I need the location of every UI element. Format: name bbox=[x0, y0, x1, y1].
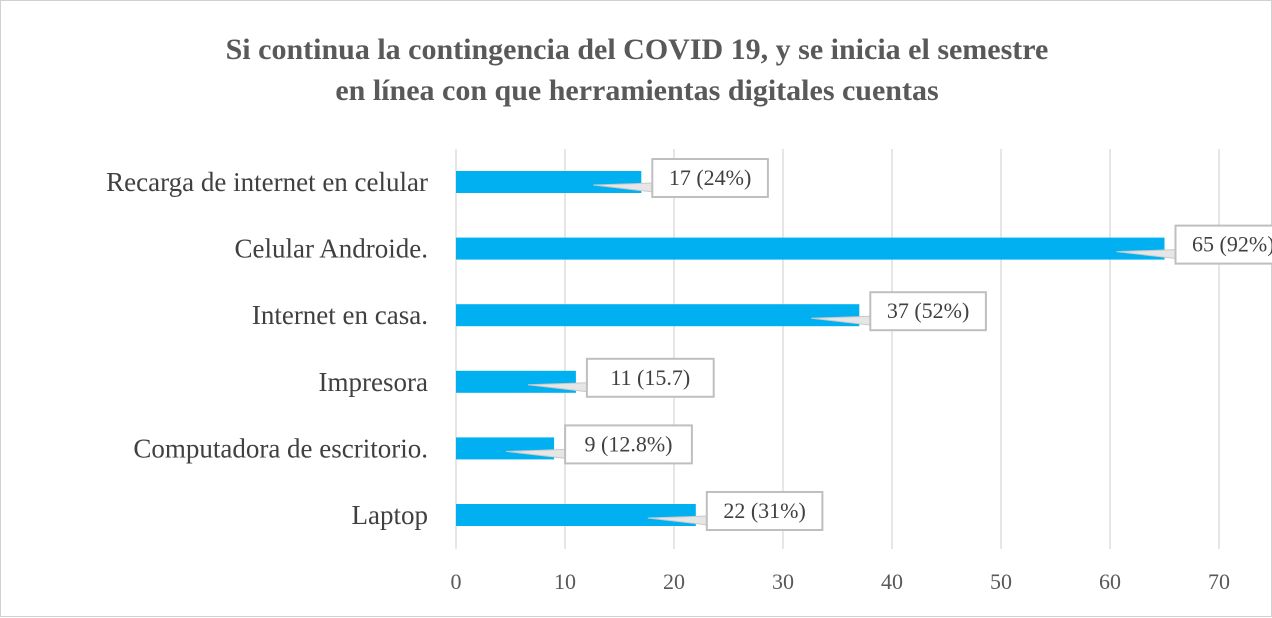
bar bbox=[456, 171, 641, 193]
bar bbox=[456, 371, 576, 393]
bars bbox=[456, 171, 1165, 526]
category-label: Recarga de internet en celular bbox=[106, 167, 428, 197]
x-tick-label: 30 bbox=[772, 569, 794, 594]
data-label-text: 37 (52%) bbox=[887, 298, 969, 323]
category-label: Laptop bbox=[352, 500, 428, 530]
data-labels: 17 (24%) 65 (92%) 37 (52%) 11 (15.7) 9 (12.8… bbox=[506, 159, 1272, 530]
data-label-text: 22 (31%) bbox=[723, 498, 805, 523]
category-label: Celular Androide. bbox=[235, 234, 428, 264]
category-label: Computadora de escritorio. bbox=[133, 433, 428, 463]
data-label-text: 17 (24%) bbox=[669, 165, 751, 190]
category-labels: Recarga de internet en celular Celular An… bbox=[106, 167, 428, 530]
bar bbox=[456, 238, 1165, 260]
x-tick-label: 70 bbox=[1208, 569, 1230, 594]
x-tick-label: 40 bbox=[881, 569, 903, 594]
x-tick-label: 20 bbox=[663, 569, 685, 594]
bar bbox=[456, 504, 696, 526]
x-tick-label: 60 bbox=[1099, 569, 1121, 594]
bar bbox=[456, 304, 859, 326]
data-label-text: 65 (92%) bbox=[1192, 232, 1272, 257]
data-label-text: 9 (12.8%) bbox=[585, 431, 673, 456]
gridlines bbox=[456, 149, 1219, 549]
bar bbox=[456, 437, 554, 459]
x-tick-label: 10 bbox=[554, 569, 576, 594]
x-tick-label: 50 bbox=[990, 569, 1012, 594]
category-label: Internet en casa. bbox=[252, 300, 428, 330]
x-tick-label: 0 bbox=[451, 569, 462, 594]
data-label-text: 11 (15.7) bbox=[610, 365, 690, 390]
x-axis-ticks: 0 10 20 30 40 50 60 70 bbox=[451, 569, 1231, 594]
category-label: Impresora bbox=[319, 367, 428, 397]
